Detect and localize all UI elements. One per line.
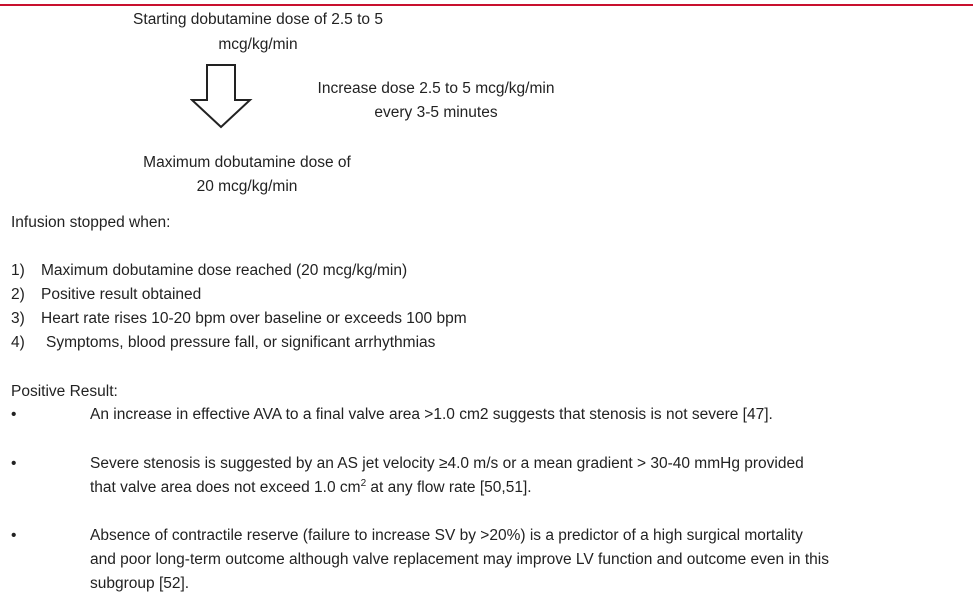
section-heading: Infusion stopped when: <box>11 214 171 231</box>
flow-step: every 3-5 minutes <box>374 104 498 121</box>
list-item: Positive result obtained <box>41 286 202 303</box>
bullet-text: and poor long-term outcome although valv… <box>90 551 829 568</box>
text: that valve area does not exceed 1.0 cm <box>90 479 361 496</box>
down-arrow <box>190 64 253 129</box>
flow-start: Starting dobutamine dose of 2.5 to 5 <box>133 11 383 28</box>
list-number: 1) <box>11 262 25 279</box>
bullet-text: Absence of contractile reserve (failure … <box>90 527 803 544</box>
section-heading: Positive Result: <box>11 383 118 400</box>
bullet-text: Severe stenosis is suggested by an AS je… <box>90 455 804 472</box>
flow-step: Increase dose 2.5 to 5 mcg/kg/min <box>317 80 555 97</box>
top-rule <box>0 4 973 6</box>
list-number: 4) <box>11 334 25 351</box>
flow-max: Maximum dobutamine dose of <box>143 154 351 171</box>
bullet-text: An increase in effective AVA to a final … <box>90 406 773 423</box>
flow-start: mcg/kg/min <box>218 36 298 53</box>
flow-max: 20 mcg/kg/min <box>196 178 298 195</box>
bullet: • <box>11 527 17 544</box>
list-number: 2) <box>11 286 25 303</box>
bullet-text: that valve area does not exceed 1.0 cm2 … <box>90 478 532 498</box>
superscript: 2 <box>360 477 367 489</box>
list-item: Maximum dobutamine dose reached (20 mcg/… <box>41 262 408 279</box>
list-number: 3) <box>11 310 25 327</box>
list-item: Heart rate rises 10-20 bpm over baseline… <box>41 310 467 327</box>
bullet: • <box>11 406 17 423</box>
bullet: • <box>11 455 17 472</box>
bullet-text: subgroup [52]. <box>90 575 190 592</box>
list-item: Symptoms, blood pressure fall, or signif… <box>46 334 436 351</box>
text: at any flow rate [50,51]. <box>366 479 532 496</box>
